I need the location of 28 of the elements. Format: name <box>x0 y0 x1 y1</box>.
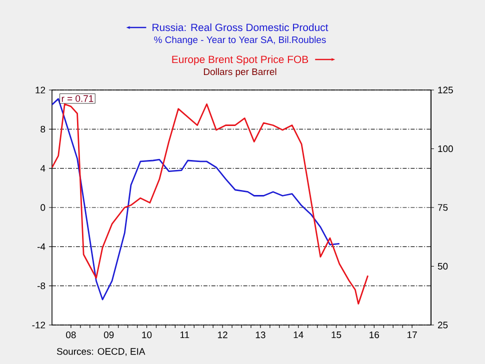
y2-tick-label: 25 <box>438 322 448 328</box>
x-tick-label: 10 <box>142 332 152 338</box>
y-tick-label: 4 <box>40 165 46 172</box>
y2-tick-label: 50 <box>438 262 448 270</box>
x-tick-label: 17 <box>408 332 417 338</box>
x-tick-label: 16 <box>370 332 379 338</box>
y2-tick-label: 125 <box>438 86 453 94</box>
text: Europe Brent Spot Price FOB <box>172 55 308 66</box>
y-tick-label: -8 <box>38 282 46 290</box>
y-axis-title: % Change - Year to Year SA, Bil.Roubles <box>154 36 326 45</box>
y2-tick-label: 75 <box>438 204 448 211</box>
x-tick-label: 14 <box>294 332 304 338</box>
y-tick-label: 12 <box>36 86 46 94</box>
y-tick-label: 8 <box>40 126 46 133</box>
y2-tick-label: 100 <box>438 145 453 152</box>
source-note: Sources: OECD, EIA <box>56 348 146 356</box>
x-tick-label: 15 <box>332 332 342 338</box>
x-tick-label: 13 <box>256 332 266 338</box>
text: Dollars per Barrel <box>204 68 276 77</box>
legend-label: Russia: Real Gross Domestic Product <box>152 23 328 32</box>
x-tick-label: 08 <box>66 332 76 338</box>
y-tick-label: -4 <box>38 243 46 250</box>
x-tick-label: 09 <box>104 332 114 338</box>
annotation: r = 0.71 <box>62 95 94 102</box>
y-tick-label: 0 <box>40 204 46 211</box>
x-tick-label: 11 <box>180 332 190 338</box>
y-tick-label: -12 <box>32 322 46 328</box>
x-tick-label: 12 <box>218 332 228 338</box>
